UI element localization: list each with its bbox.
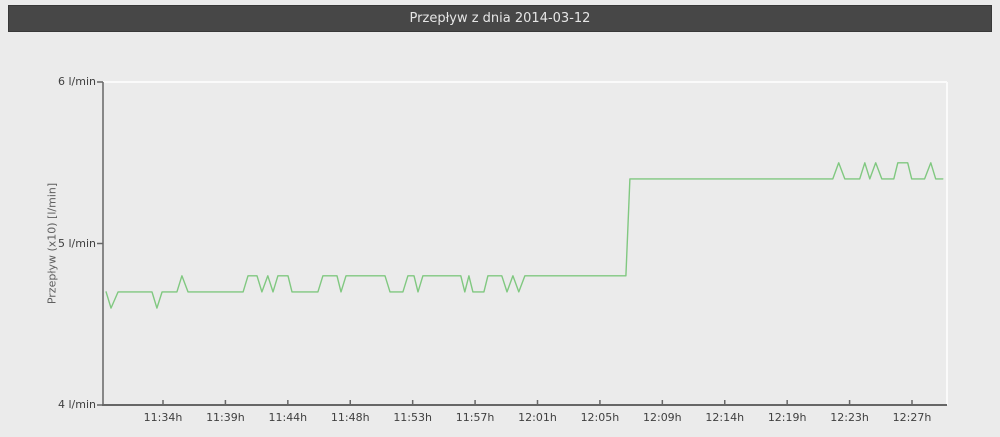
x-tick-label: 11:48h	[330, 411, 370, 424]
y-tick-label: 6 l/min	[57, 75, 96, 88]
x-tick-label: 12:01h	[518, 411, 557, 424]
x-tick-label: 11:57h	[455, 411, 495, 424]
y-tick-label: 5 l/min	[57, 236, 96, 250]
y-tick-label: 4 l/min	[57, 398, 96, 411]
flow-series-line	[105, 162, 944, 309]
x-tick-label: 12:05h	[580, 411, 620, 424]
x-tick-label: 11:34h	[143, 411, 183, 424]
x-tick-label: 11:39h	[206, 411, 245, 424]
x-tick-label: 12:23h	[830, 411, 869, 424]
x-tick-label: 12:27h	[892, 411, 932, 424]
chart-title: Przepływ z dnia 2014-03-12	[409, 11, 591, 26]
x-tick-label: 12:09h	[642, 411, 682, 424]
x-tick-label: 11:53h	[393, 411, 432, 424]
title-bar: Przepływ z dnia 2014-03-12	[8, 5, 992, 32]
x-tick-label: 12:14h	[705, 411, 745, 424]
x-tick-label: 11:44h	[268, 411, 308, 424]
x-tick-label: 12:19h	[767, 411, 807, 424]
